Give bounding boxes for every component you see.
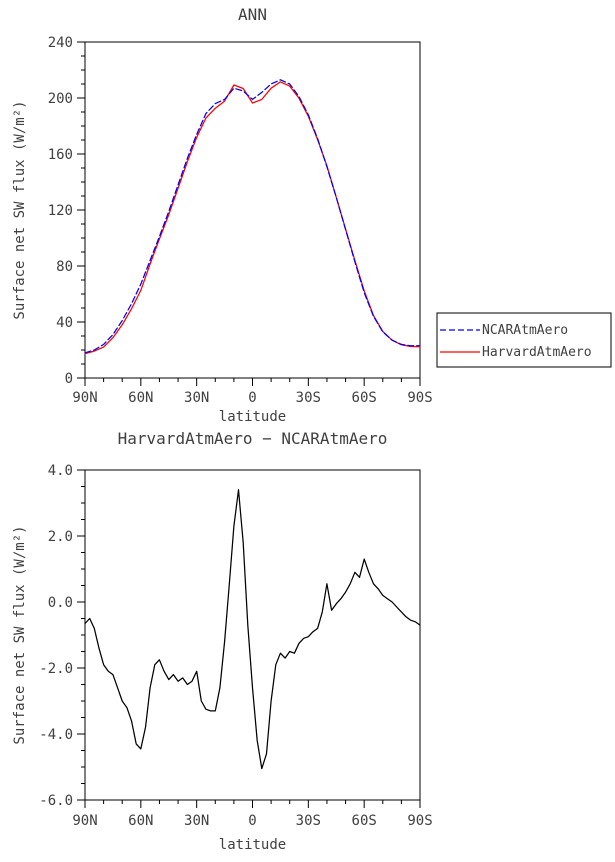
x-tick-label: 90N — [72, 813, 97, 829]
x-axis-label: latitude — [219, 409, 286, 425]
y-tick-label: 2.0 — [48, 529, 73, 545]
x-tick-label: 0 — [248, 813, 256, 829]
x-axis-label: latitude — [219, 837, 286, 853]
legend-box — [436, 312, 612, 368]
x-tick-label: 0 — [248, 390, 256, 406]
plot-frame — [84, 469, 421, 801]
x-tick-label: 30S — [296, 813, 321, 829]
series-line — [84, 489, 421, 770]
y-tick-label: -6.0 — [39, 793, 73, 809]
bottom-chart-difference: 90N 60N 30N 0 30S 60S 90S -6.0 -4.0 -2.0 0.0 2.0 4.0… — [12, 429, 433, 853]
y-tick-label: 40 — [56, 315, 73, 331]
x-tick-label: 90N — [72, 390, 97, 406]
legend-label: NCARAtmAero — [482, 323, 568, 338]
chart-title: ANN — [238, 5, 267, 24]
y-tick-label: 0.0 — [48, 595, 73, 611]
x-tick-label: 90S — [407, 813, 432, 829]
y-tick-label: -2.0 — [39, 661, 73, 677]
x-tick-label: 90S — [407, 390, 432, 406]
y-tick-label: 80 — [56, 259, 73, 275]
series-line — [84, 81, 421, 355]
top-chart-ann: 90N 60N 30N 0 30S 60S 90S 0 40 80 120 160 200 240 ANN l… — [12, 5, 612, 425]
series-line — [84, 79, 421, 354]
x-tick-label: 30N — [184, 390, 209, 406]
x-tick-label: 60N — [128, 390, 153, 406]
x-tick-label: 60N — [128, 813, 153, 829]
x-tick-label: 30N — [184, 813, 209, 829]
x-tick-label: 60S — [352, 813, 377, 829]
plot-frame — [84, 41, 421, 379]
y-tick-label: 120 — [48, 203, 73, 219]
x-tick-label: 60S — [352, 390, 377, 406]
y-tick-label: 200 — [48, 91, 73, 107]
y-tick-label: 4.0 — [48, 463, 73, 479]
y-tick-label: 0 — [65, 371, 73, 387]
chart-title: HarvardAtmAero − NCARAtmAero — [118, 429, 388, 448]
y-tick-label: 160 — [48, 147, 73, 163]
y-axis-label: Surface net SW flux (W/m²) — [12, 525, 28, 744]
y-tick-label: -4.0 — [39, 727, 73, 743]
x-tick-label: 30S — [296, 390, 321, 406]
y-tick-label: 240 — [48, 35, 73, 51]
y-axis-label: Surface net SW flux (W/m²) — [12, 100, 28, 319]
legend-label: HarvardAtmAero — [482, 345, 592, 360]
